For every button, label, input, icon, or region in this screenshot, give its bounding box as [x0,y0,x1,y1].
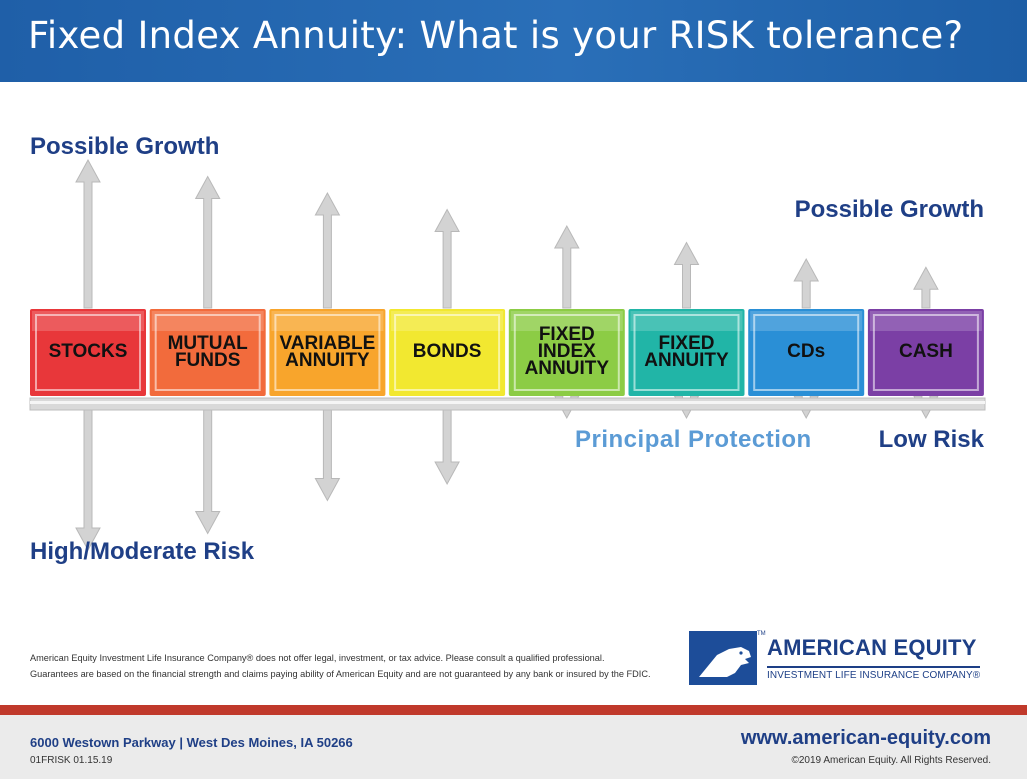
growth-arrow-up [793,257,820,309]
principal-protection-label: Principal Protection [575,426,812,453]
footer-address: 6000 Westown Parkway | West Des Moines, … [30,735,353,750]
website-link[interactable]: www.american-equity.com [740,727,991,749]
risk-arrow-down [194,397,221,535]
investment-box [30,309,146,396]
disclaimer-line-2: Guarantees are based on the financial st… [30,669,651,679]
footer-code: 01FRISK 01.15.19 [30,755,113,766]
risk-arrow-down [314,397,341,502]
logo-company-subtitle: INVESTMENT LIFE INSURANCE COMPANY® [767,666,981,681]
investment-box-label: STOCKS [30,309,146,394]
investment-box-label-line: FIXED [538,324,595,345]
possible-growth-left-label: Possible Growth [30,133,220,160]
investment-box-label-line: ANNUITY [644,349,729,371]
investment-box-label: MUTUAL FUNDS [150,309,266,394]
growth-arrow-up [194,175,221,309]
investment-box-shine [510,311,623,331]
investment-box-shine [750,311,863,331]
investment-box-label-line: FUNDS [174,349,241,371]
investment-box-label-line: CASH [898,341,953,362]
investment-box-inner-border [274,314,381,391]
investment-box-label: CDs [748,309,864,394]
investment-box [389,309,506,396]
investment-box-inner-border [633,314,740,391]
baseline-rail-highlight [30,401,985,404]
footer: 6000 Westown Parkway | West Des Moines, … [0,715,1027,779]
possible-growth-right-label: Possible Growth [794,196,984,223]
investment-box [269,309,386,396]
investment-box [748,309,865,396]
disclaimer: American Equity Investment Life Insuranc… [30,650,651,682]
eagle-logo-icon [689,631,757,685]
investment-box-label-line: ANNUITY [524,358,610,379]
header-banner: Fixed Index Annuity: What is your RISK t… [0,0,1027,82]
investment-box-label-line: CDs [787,341,826,362]
growth-arrow-up [75,158,101,309]
risk-arrow-down [75,397,101,552]
investment-box-label: BONDS [389,309,505,394]
investment-box [508,309,625,396]
investment-box-shine [869,311,982,331]
logo-trademark: TM [757,631,766,637]
investment-box-inner-border [394,314,501,391]
risk-arrow-down [434,397,460,486]
investment-box-shine [151,311,264,331]
investment-box-shine [32,311,144,331]
disclaimer-line-1: American Equity Investment Life Insuranc… [30,653,605,663]
page-title: Fixed Index Annuity: What is your RISK t… [28,14,964,57]
investment-box-inner-border [154,314,261,391]
investment-box-label-line: FIXED [658,332,715,354]
investment-box-inner-border [513,314,620,391]
investment-box-label: FIXED ANNUITY [629,309,745,394]
investment-box-label-line: VARIABLE [279,332,376,354]
footer-copyright: ©2019 American Equity. All Rights Reserv… [791,755,991,766]
risk-diagram [29,158,986,552]
logo-company-name: AMERICAN EQUITY [767,635,977,660]
investment-box-shine [630,311,743,331]
american-equity-logo: AMERICAN EQUITY INVESTMENT LIFE INSURANC… [689,631,989,687]
investment-box-inner-border [35,314,141,391]
growth-arrow-up [673,241,700,309]
investment-box-label: FIXED INDEX ANNUITY [509,309,625,394]
investment-box-label-line: ANNUITY [285,349,370,371]
growth-arrow-up [434,208,460,309]
growth-arrow-up [314,191,341,309]
investment-box [628,309,745,396]
investment-box-label-line: STOCKS [48,341,128,362]
high-moderate-risk-label: High/Moderate Risk [30,538,255,565]
growth-arrow-up [553,224,580,309]
investment-box-shine [271,311,384,331]
investment-box-label-line: MUTUAL [167,332,248,354]
investment-box-shine [391,311,504,331]
investment-box [149,309,266,396]
investment-box-inner-border [753,314,860,391]
investment-box-label: CASH [868,309,984,394]
investment-box-label-line: BONDS [412,341,482,362]
investment-box [867,309,984,396]
low-risk-label: Low Risk [878,426,984,453]
growth-arrow-up [913,266,939,309]
investment-box-inner-border [872,314,979,391]
footer-accent-bar [0,705,1027,715]
investment-box-label-line: INDEX [537,341,596,362]
investment-box-label: VARIABLE ANNUITY [269,309,385,394]
